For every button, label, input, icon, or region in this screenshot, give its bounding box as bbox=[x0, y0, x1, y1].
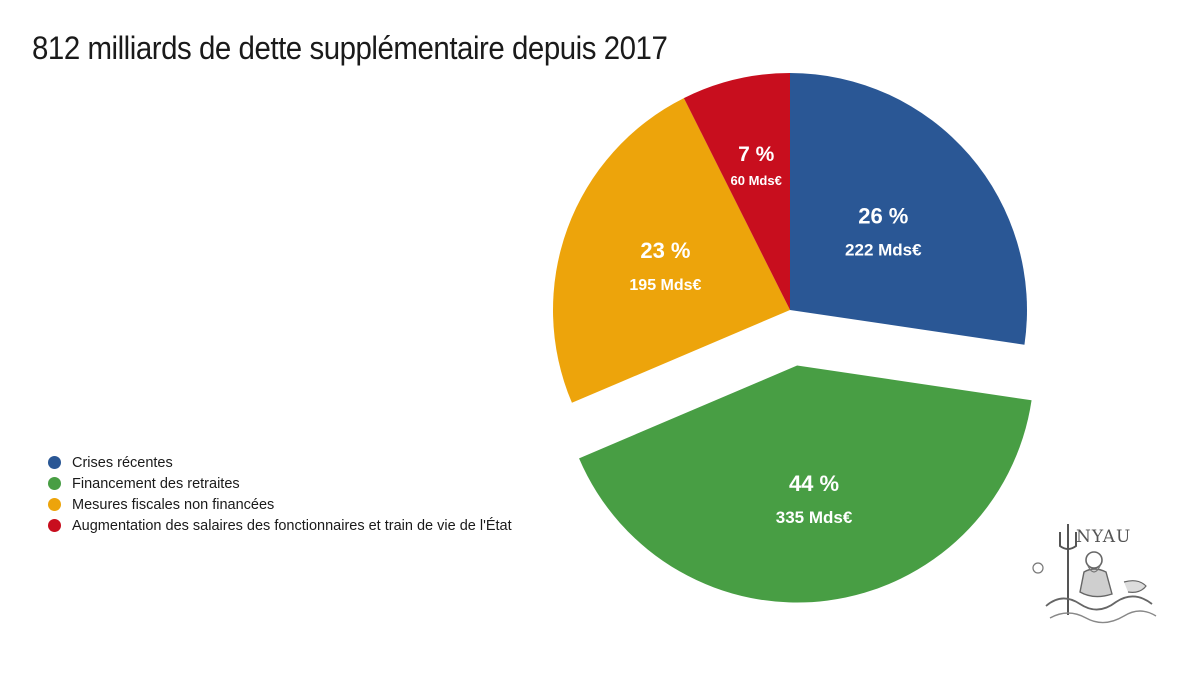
svg-text:NYAU: NYAU bbox=[1076, 527, 1131, 547]
slice-percent-label: 7 % bbox=[738, 143, 775, 166]
legend-swatch bbox=[48, 519, 61, 532]
legend-item: Financement des retraites bbox=[48, 473, 512, 494]
chart-legend: Crises récentes Financement des retraite… bbox=[48, 452, 512, 536]
legend-swatch bbox=[48, 456, 61, 469]
legend-label: Financement des retraites bbox=[72, 475, 240, 492]
pie-labels: 26 % 222 Mds€ 44 % 335 Mds€ 23 % 195 Mds€ 7 % 6… bbox=[629, 143, 922, 527]
legend-item: Mesures fiscales non financées bbox=[48, 494, 512, 515]
slice-value-label: 195 Mds€ bbox=[629, 277, 701, 294]
pie-slices bbox=[553, 73, 1032, 603]
pie-slice bbox=[553, 98, 790, 403]
slice-value-label: 222 Mds€ bbox=[845, 240, 922, 259]
legend-label: Augmentation des salaires des fonctionna… bbox=[72, 517, 512, 534]
legend-label: Crises récentes bbox=[72, 454, 173, 471]
legend-label: Mesures fiscales non financées bbox=[72, 496, 275, 513]
slice-value-label: 60 Mds€ bbox=[731, 173, 782, 188]
chart-title: 812 milliards de dette supplémentaire de… bbox=[32, 30, 668, 66]
slice-percent-label: 23 % bbox=[640, 238, 690, 263]
slice-percent-label: 26 % bbox=[858, 203, 908, 228]
slice-percent-label: 44 % bbox=[789, 471, 839, 496]
pie-slice bbox=[683, 73, 790, 310]
legend-item: Crises récentes bbox=[48, 452, 512, 473]
legend-item: Augmentation des salaires des fonctionna… bbox=[48, 515, 512, 536]
poseidon-trident-icon: NYAU bbox=[1032, 524, 1157, 624]
pie-slice bbox=[579, 365, 1032, 603]
legend-swatch bbox=[48, 498, 61, 511]
slice-value-label: 335 Mds€ bbox=[776, 508, 853, 527]
pie-slice bbox=[790, 73, 1027, 345]
legend-swatch bbox=[48, 477, 61, 490]
